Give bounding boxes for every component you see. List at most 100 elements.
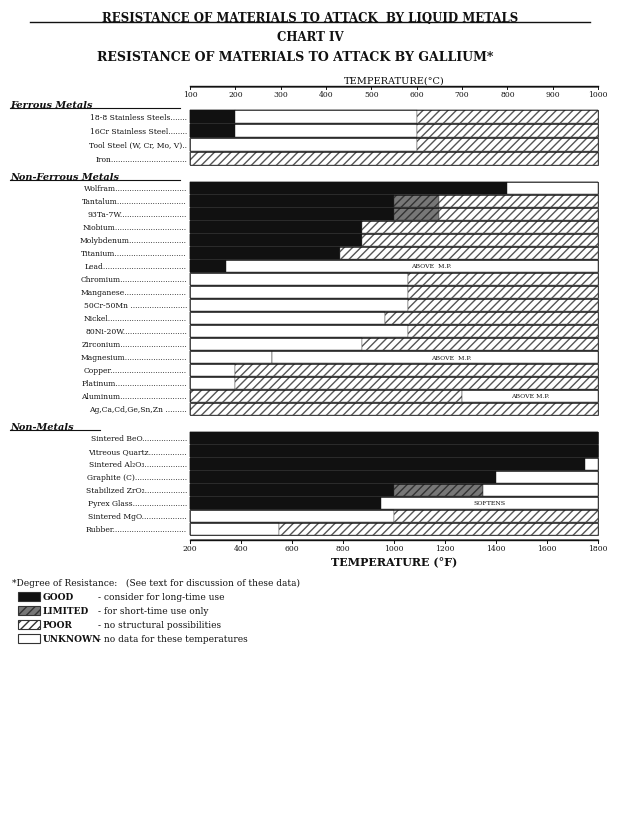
Bar [190,339,598,350]
Bar [190,459,585,470]
Bar [190,139,598,152]
Bar [190,403,598,416]
Text: RESISTANCE OF MATERIALS TO ATTACK BY GALLIUM*: RESISTANCE OF MATERIALS TO ATTACK BY GAL… [97,51,493,64]
Text: 200: 200 [183,544,197,552]
Bar [407,286,598,299]
Bar [190,339,362,350]
Text: - for short-time use only: - for short-time use only [98,606,208,615]
Text: Platinum..............................: Platinum.............................. [81,379,187,388]
Bar [190,523,279,536]
Bar [190,300,407,311]
Text: - no data for these temperatures: - no data for these temperatures [98,634,248,643]
Bar [190,484,598,497]
Text: 1800: 1800 [588,544,608,552]
Bar [507,183,598,195]
Bar [190,195,598,208]
Bar [190,471,496,484]
Text: 1000: 1000 [384,544,404,552]
Bar [385,313,598,325]
Bar [394,195,440,208]
Bar [190,153,598,166]
Text: Chromium............................: Chromium............................ [81,276,187,284]
Bar [190,432,598,445]
Bar [190,352,598,363]
Text: Non-Metals: Non-Metals [10,422,74,431]
Bar [190,195,394,208]
Text: Wolfram..............................: Wolfram.............................. [84,185,187,193]
Bar [190,432,598,445]
Text: ABOVE  M.P.: ABOVE M.P. [410,264,451,269]
Bar [190,222,598,233]
Bar [226,261,598,272]
Bar [236,111,417,124]
Bar [190,261,226,272]
Bar [18,592,40,601]
Bar [190,313,385,325]
Text: Lead...................................: Lead................................... [85,262,187,271]
Text: 1600: 1600 [538,544,557,552]
Bar [190,286,598,299]
Text: 1200: 1200 [435,544,454,552]
Bar [190,445,598,457]
Bar [190,125,236,137]
Text: Ag,Ca,Cd,Ge,Sn,Zn .........: Ag,Ca,Cd,Ge,Sn,Zn ......... [89,406,187,413]
Text: SOFTENS: SOFTENS [474,501,506,506]
Text: Manganese..........................: Manganese.......................... [81,289,187,296]
Text: CHART IV: CHART IV [277,31,343,44]
Bar [585,459,598,470]
Text: Magnesium..........................: Magnesium.......................... [81,354,187,362]
Bar [190,484,394,497]
Bar [190,313,598,325]
Bar [190,510,598,522]
Text: Pyrex Glass.......................: Pyrex Glass....................... [88,499,187,508]
Bar [362,234,598,247]
Text: Titanium..............................: Titanium.............................. [81,250,187,258]
Bar [190,274,598,286]
Text: Sintered BeO...................: Sintered BeO................... [91,435,187,442]
Bar [417,125,598,137]
Bar [18,634,40,643]
Bar [190,378,598,389]
Bar [190,153,598,166]
Bar [190,391,598,402]
Bar [440,209,598,221]
Bar [190,209,598,221]
Bar [279,523,598,536]
Bar [18,606,40,615]
Text: Vitreous Quartz................: Vitreous Quartz................ [89,447,187,455]
Bar [190,286,598,299]
Bar [190,459,598,470]
Bar [190,378,598,389]
Bar [394,484,483,497]
Text: 500: 500 [364,91,379,99]
Bar [190,222,598,233]
Bar [190,403,598,416]
Bar [190,352,272,363]
Bar [190,222,362,233]
Text: ABOVE  M.P.: ABOVE M.P. [431,355,471,360]
Text: 1000: 1000 [588,91,608,99]
Text: ABOVE M.P.: ABOVE M.P. [511,394,549,399]
Text: 600: 600 [409,91,424,99]
Text: Non-Ferrous Metals: Non-Ferrous Metals [10,173,119,182]
Bar [190,111,236,124]
Bar [483,484,598,497]
Text: Copper................................: Copper................................ [84,367,187,374]
Bar [190,364,598,377]
Bar [190,459,598,470]
Bar [190,248,598,260]
Bar [190,498,598,509]
Bar [190,183,507,195]
Bar [190,248,598,260]
Text: - no structural possibilities: - no structural possibilities [98,620,221,629]
Bar [236,125,417,137]
Bar [190,261,598,272]
Text: Nickel.................................: Nickel................................. [84,315,187,323]
Bar [190,325,598,338]
Bar [190,286,407,299]
Bar [190,403,598,416]
Text: - consider for long-time use: - consider for long-time use [98,592,224,601]
Bar [190,234,362,247]
Text: GOOD: GOOD [43,592,74,601]
Text: Iron................................: Iron................................ [95,156,187,163]
